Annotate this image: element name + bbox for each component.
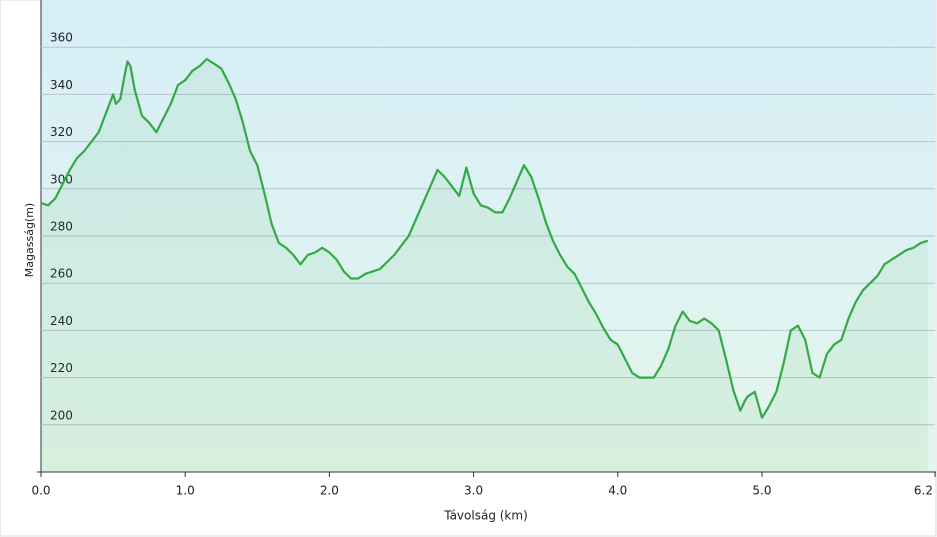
y-axis-label: Magasság(m): [23, 203, 36, 277]
y-tick-label: 280: [50, 220, 73, 234]
y-tick-label: 200: [50, 408, 73, 422]
y-tick-label: 260: [50, 267, 73, 281]
x-tick-label: 1.0: [176, 484, 195, 498]
x-tick-label: 4.0: [608, 484, 627, 498]
x-tick-label: 2.0: [320, 484, 339, 498]
y-tick-label: 240: [50, 314, 73, 328]
x-tick-label: 6.2: [914, 484, 933, 498]
x-tick-label: 5.0: [752, 484, 771, 498]
x-axis-label: Távolság (km): [443, 509, 528, 523]
y-tick-label: 220: [50, 361, 73, 375]
y-tick-label: 340: [50, 78, 73, 92]
area: [41, 59, 928, 472]
x-tick-label: 3.0: [464, 484, 483, 498]
y-tick-label: 360: [50, 31, 73, 45]
line: [40, 57, 929, 419]
x-tick-label: 0.0: [31, 484, 50, 498]
y-tick-label: 320: [50, 125, 73, 139]
